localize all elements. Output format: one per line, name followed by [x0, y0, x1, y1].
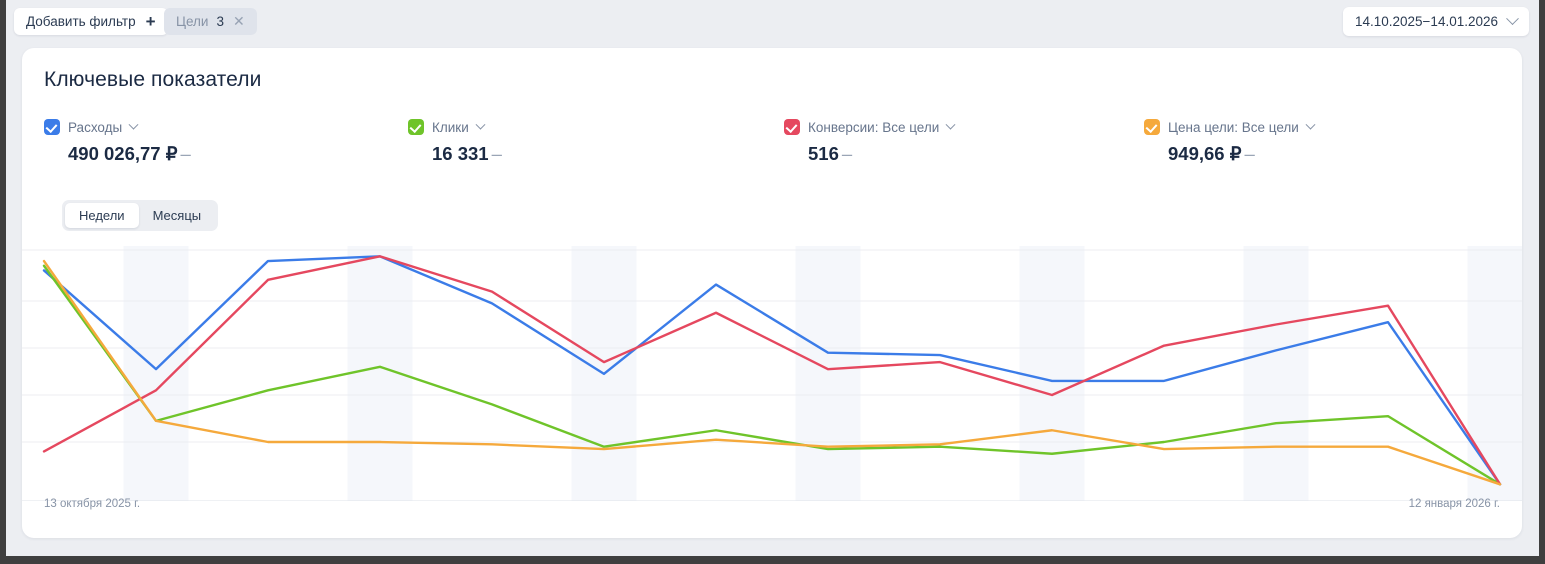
- metric-delta: –: [1244, 143, 1255, 164]
- metric-label: Расходы: [68, 119, 123, 135]
- goal-filter-chip[interactable]: Цели 3 ✕: [164, 8, 257, 35]
- tab-months[interactable]: Месяцы: [152, 208, 202, 223]
- metric-checkbox[interactable]: [784, 119, 800, 135]
- tab-weeks[interactable]: Недели: [65, 203, 139, 228]
- metric-checkbox[interactable]: [408, 119, 424, 135]
- key-metrics-card: Ключевые показатели Расходы 490 026,77 ₽…: [22, 48, 1522, 538]
- chart-series-цена-цели-все-цели: [42, 259, 1502, 486]
- chevron-down-icon[interactable]: [1305, 119, 1316, 130]
- metric-value: 949,66 ₽ –: [1168, 143, 1314, 165]
- metric-kliki[interactable]: Клики 16 331–: [408, 118, 502, 165]
- date-range-value: 14.10.2025−14.01.2026: [1354, 14, 1498, 29]
- x-axis-end-label: 12 января 2026 г.: [1408, 498, 1500, 510]
- metric-label: Клики: [432, 119, 469, 135]
- close-icon[interactable]: ✕: [232, 13, 245, 29]
- screen-root: Добавить фильтр + Цели 3 ✕ 14.10.2025−14…: [6, 0, 1539, 556]
- goal-filter-label: Цели: [176, 14, 209, 29]
- page-title: Ключевые показатели: [44, 68, 262, 91]
- chevron-down-icon: [1506, 12, 1519, 26]
- metric-value: 490 026,77 ₽ –: [68, 143, 191, 165]
- chart-band: [1467, 246, 1522, 501]
- chart-band: [1019, 246, 1085, 501]
- metric-value-text: 516: [808, 143, 839, 164]
- granularity-toggle: Недели Месяцы: [62, 200, 219, 231]
- metric-checkbox[interactable]: [1144, 119, 1160, 135]
- metric-cena-celi[interactable]: Цена цели: Все цели 949,66 ₽ –: [1144, 118, 1316, 165]
- x-axis-start-label: 13 октября 2025 г.: [44, 498, 141, 510]
- date-range-selector[interactable]: 14.10.2025−14.01.2026: [1342, 7, 1529, 36]
- chart-band: [795, 246, 861, 501]
- goal-filter-count: 3: [216, 14, 224, 29]
- chart-band: [1243, 246, 1309, 501]
- metric-checkbox[interactable]: [44, 119, 60, 135]
- chevron-down-icon[interactable]: [475, 119, 486, 130]
- metric-delta: –: [491, 143, 502, 164]
- metrics-chart[interactable]: 13 октября 2025 г. 12 января 2026 г.: [22, 246, 1522, 538]
- metrics-row: Расходы 490 026,77 ₽ – Клики 16 331–: [44, 118, 1504, 174]
- metric-value-text: 16 331: [432, 143, 489, 164]
- metric-value: 16 331–: [432, 143, 502, 165]
- metric-value: 516–: [808, 143, 954, 165]
- metric-konversii[interactable]: Конверсии: Все цели 516–: [784, 118, 956, 165]
- metric-delta: –: [841, 143, 853, 164]
- metric-value-text: 490 026,77 ₽: [68, 143, 178, 164]
- chart-series-конверсии-все-цели: [42, 255, 1502, 486]
- chart-series-клики: [42, 264, 1502, 486]
- add-filter-button[interactable]: Добавить фильтр +: [14, 8, 168, 35]
- metric-label: Конверсии: Все цели: [808, 119, 940, 135]
- chart-svg: [22, 246, 1522, 501]
- metric-delta: –: [180, 143, 191, 164]
- chevron-down-icon[interactable]: [128, 119, 139, 130]
- chevron-down-icon[interactable]: [945, 119, 956, 130]
- metric-label: Цена цели: Все цели: [1168, 119, 1299, 135]
- chart-series-расходы: [42, 255, 1502, 486]
- filter-toolbar: Добавить фильтр + Цели 3 ✕ 14.10.2025−14…: [6, 0, 1539, 42]
- metric-value-text: 949,66 ₽: [1168, 143, 1242, 164]
- metric-rasxody[interactable]: Расходы 490 026,77 ₽ –: [44, 118, 191, 165]
- add-filter-label: Добавить фильтр: [26, 14, 136, 29]
- chart-band: [123, 246, 189, 501]
- plus-icon: +: [145, 11, 156, 31]
